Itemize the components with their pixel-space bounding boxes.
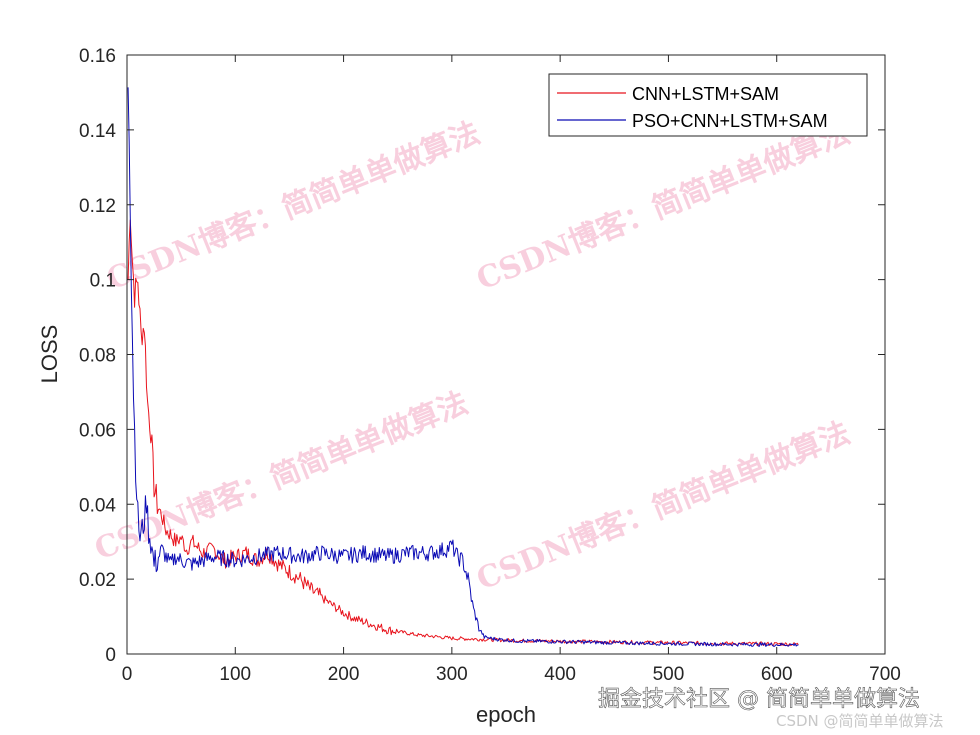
y-tick-label: 0.04: [79, 495, 116, 516]
legend-label-cnn-lstm-sam: CNN+LSTM+SAM: [632, 84, 779, 104]
y-tick-label: 0: [105, 645, 116, 666]
footer-watermark-sub: CSDN @简简单单做算法: [776, 712, 944, 730]
y-axis-label: LOSS: [37, 325, 62, 384]
y-tick-label: 0.12: [79, 196, 116, 217]
x-tick-label: 400: [544, 664, 576, 685]
x-tick-label: 700: [869, 664, 901, 685]
tick-layer: 0 100 200 300 400 500 600 700 0 0.02 0.04 0.06 0.08 0…: [79, 46, 901, 685]
y-tick-label: 0.06: [79, 420, 116, 441]
y-tick-label: 0.08: [79, 346, 116, 367]
y-tick-label: 0.14: [79, 121, 116, 142]
y-tick-label: 0.1: [90, 271, 116, 292]
x-tick-label: 600: [761, 664, 793, 685]
y-tick-label: 0.02: [79, 570, 116, 591]
x-tick-label: 300: [436, 664, 468, 685]
x-axis-label: epoch: [476, 702, 536, 727]
legend-box: [548, 73, 868, 137]
series-layer: [127, 87, 799, 647]
legend: CNN+LSTM+SAM PSO+CNN+LSTM+SAM: [548, 73, 868, 137]
x-tick-label: 200: [328, 664, 360, 685]
legend-label-pso-cnn-lstm-sam: PSO+CNN+LSTM+SAM: [632, 111, 828, 131]
series-line-pso-cnn-lstm-sam: [127, 87, 799, 647]
x-tick-label: 500: [653, 664, 685, 685]
footer-watermark-main: 掘金技术社区 @ 简简单单做算法: [598, 687, 920, 712]
y-tick-label: 0.16: [79, 46, 116, 67]
x-tick-label: 0: [122, 664, 133, 685]
x-tick-label: 100: [219, 664, 251, 685]
